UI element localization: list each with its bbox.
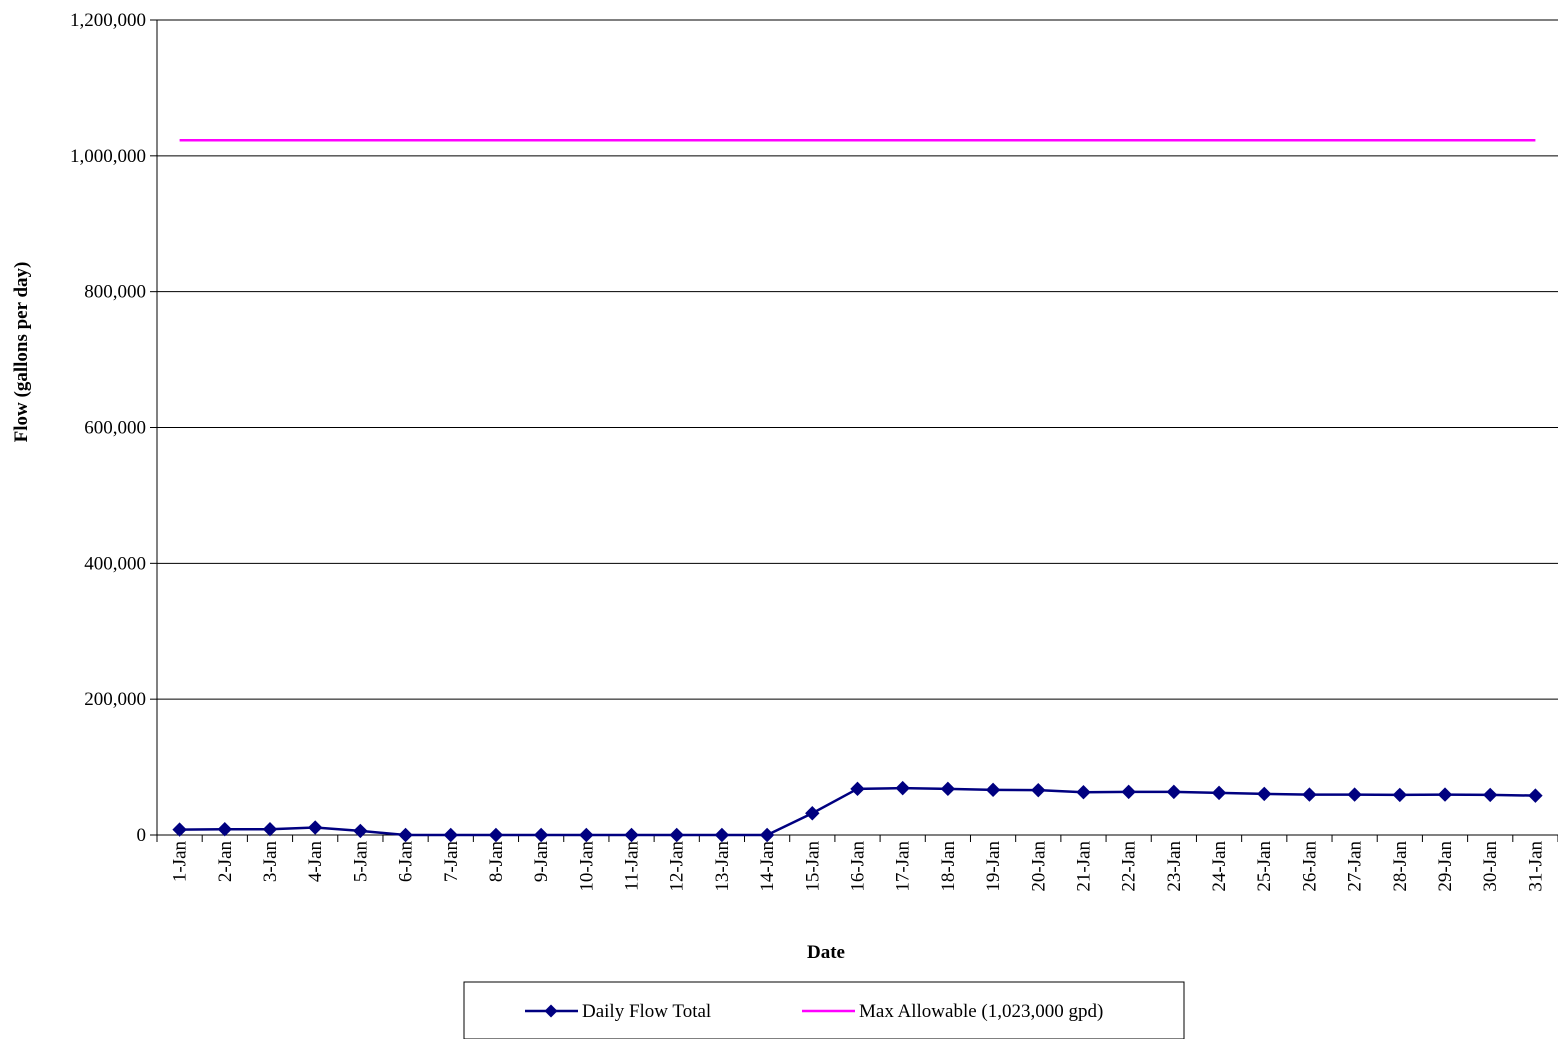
data-point: [759, 827, 775, 843]
data-point: [353, 823, 368, 839]
x-tick-label: 22-Jan: [1119, 841, 1140, 892]
data-point: [1392, 787, 1408, 803]
x-tick-label: 29-Jan: [1435, 841, 1456, 892]
x-tick-label: 31-Jan: [1525, 841, 1546, 892]
x-tick-label: 7-Jan: [441, 841, 462, 883]
data-point: [1257, 786, 1272, 802]
x-tick-label: 5-Jan: [350, 841, 371, 883]
legend-marker: [544, 1004, 558, 1018]
grid-lines: [157, 19, 1558, 700]
x-tick-label: 1-Jan: [170, 841, 191, 883]
y-tick-label: 800,000: [84, 282, 146, 303]
x-tick-label: 3-Jan: [260, 841, 281, 883]
legend-label: Daily Flow Total: [582, 1001, 711, 1022]
data-point: [443, 827, 458, 843]
x-tick-label: 27-Jan: [1345, 841, 1366, 892]
x-tick-label: 14-Jan: [757, 841, 778, 892]
data-point: [1211, 785, 1227, 801]
legend-label: Max Allowable (1,023,000 gpd): [859, 1001, 1103, 1022]
data-point: [1031, 782, 1046, 798]
data-point: [533, 827, 549, 843]
x-tick-label: 15-Jan: [802, 841, 823, 892]
x-tick-label: 12-Jan: [667, 841, 688, 892]
data-point: [1166, 784, 1182, 800]
data-point: [895, 780, 910, 796]
data-point: [262, 822, 278, 837]
data-point: [985, 782, 1001, 798]
x-tick-label: 25-Jan: [1254, 841, 1275, 892]
data-point: [1076, 785, 1091, 800]
data-point: [850, 781, 865, 797]
data-point: [1347, 787, 1362, 802]
x-tick-label: 10-Jan: [576, 841, 597, 892]
y-tick-label: 200,000: [84, 689, 146, 710]
y-tick-labels: 0 200,000 400,000 600,000 800,000 1,000,000 1,…: [70, 10, 146, 846]
x-tick-labels: 1-Jan 2-Jan 3-Jan 4-Jan 5-Jan 6-Jan 7-Jan 8-Jan…: [170, 841, 1547, 892]
data-point: [398, 827, 413, 843]
x-tick-label: 2-Jan: [215, 841, 236, 883]
y-tick-label: 600,000: [84, 418, 146, 439]
axes: [150, 19, 1558, 842]
x-tick-label: 17-Jan: [893, 841, 914, 892]
x-tick-label: 20-Jan: [1028, 841, 1049, 892]
x-tick-label: 16-Jan: [848, 841, 869, 892]
x-tick-label: 26-Jan: [1299, 841, 1320, 892]
data-point: [172, 822, 187, 837]
data-point: [307, 820, 323, 835]
data-point: [1483, 787, 1498, 803]
x-axis-title: Date: [807, 942, 845, 963]
x-tick-label: 19-Jan: [983, 841, 1004, 892]
x-tick-label: 13-Jan: [712, 841, 733, 892]
data-point: [940, 781, 956, 797]
y-tick-label: 1,200,000: [70, 10, 146, 31]
legend: Daily Flow Total Max Allowable (1,023,000…: [463, 981, 1185, 1039]
y-axis-title: Flow (gallons per day): [11, 262, 32, 443]
data-point: [1121, 784, 1136, 800]
x-tick-label: 18-Jan: [938, 841, 959, 892]
data-point: [1528, 788, 1543, 803]
data-point: [624, 827, 639, 843]
data-point: [669, 827, 684, 843]
x-tick-label: 11-Jan: [622, 841, 643, 891]
x-tick-label: 21-Jan: [1073, 841, 1094, 892]
data-point: [1302, 787, 1317, 802]
data-point: [1437, 787, 1453, 802]
x-tick-label: 23-Jan: [1164, 841, 1185, 892]
data-point: [579, 827, 594, 843]
x-tick-label: 9-Jan: [531, 841, 552, 883]
x-tick-label: 28-Jan: [1390, 841, 1411, 892]
data-point: [488, 827, 504, 843]
y-tick-label: 400,000: [84, 553, 146, 574]
x-tick-label: 24-Jan: [1209, 841, 1230, 892]
data-point: [805, 806, 820, 821]
y-tick-label: 1,000,000: [70, 146, 146, 167]
y-tick-label: 0: [137, 825, 147, 846]
x-tick-label: 30-Jan: [1480, 841, 1501, 892]
series-group: [172, 138, 1543, 843]
x-tick-label: 4-Jan: [305, 841, 326, 883]
x-tick-label: 8-Jan: [486, 841, 507, 883]
data-point: [714, 827, 730, 843]
data-point: [217, 822, 232, 837]
x-tick-label: 6-Jan: [396, 841, 417, 883]
